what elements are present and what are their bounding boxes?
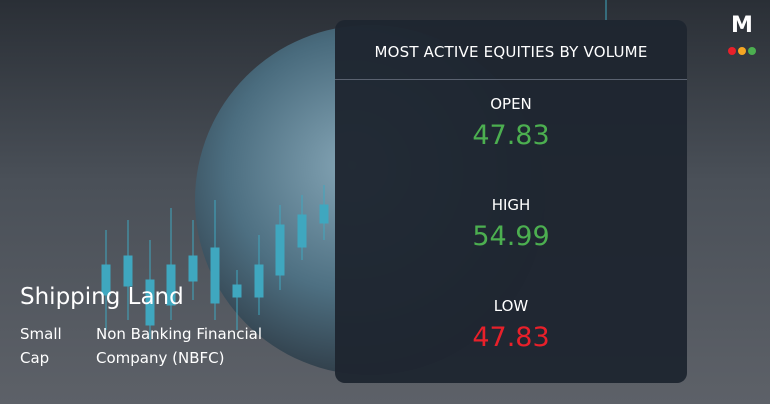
stat: LOW 47.83 [335, 294, 687, 358]
stats-panel: MOST ACTIVE EQUITIES BY VOLUME OPEN 47.83… [335, 20, 687, 383]
market-cap: Small Cap [20, 325, 62, 367]
sector: Non Banking Financial Company (NBFC) [96, 325, 262, 367]
stat: HIGH 54.99 [335, 193, 687, 257]
stat-value: 47.83 [472, 120, 550, 151]
logo-text: M [731, 13, 753, 38]
logo-dots [728, 47, 756, 55]
stat-label: OPEN [490, 95, 532, 113]
stat: OPEN 47.83 [335, 92, 687, 156]
candles [101, 0, 607, 340]
stat-label: LOW [493, 297, 529, 315]
stat-value: 47.83 [472, 322, 550, 353]
stat-value: 54.99 [472, 221, 550, 252]
stat-label: HIGH [491, 196, 531, 214]
logo: M [722, 14, 762, 62]
company-name: Shipping Land [20, 284, 184, 310]
panel-title: MOST ACTIVE EQUITIES BY VOLUME [335, 20, 687, 80]
